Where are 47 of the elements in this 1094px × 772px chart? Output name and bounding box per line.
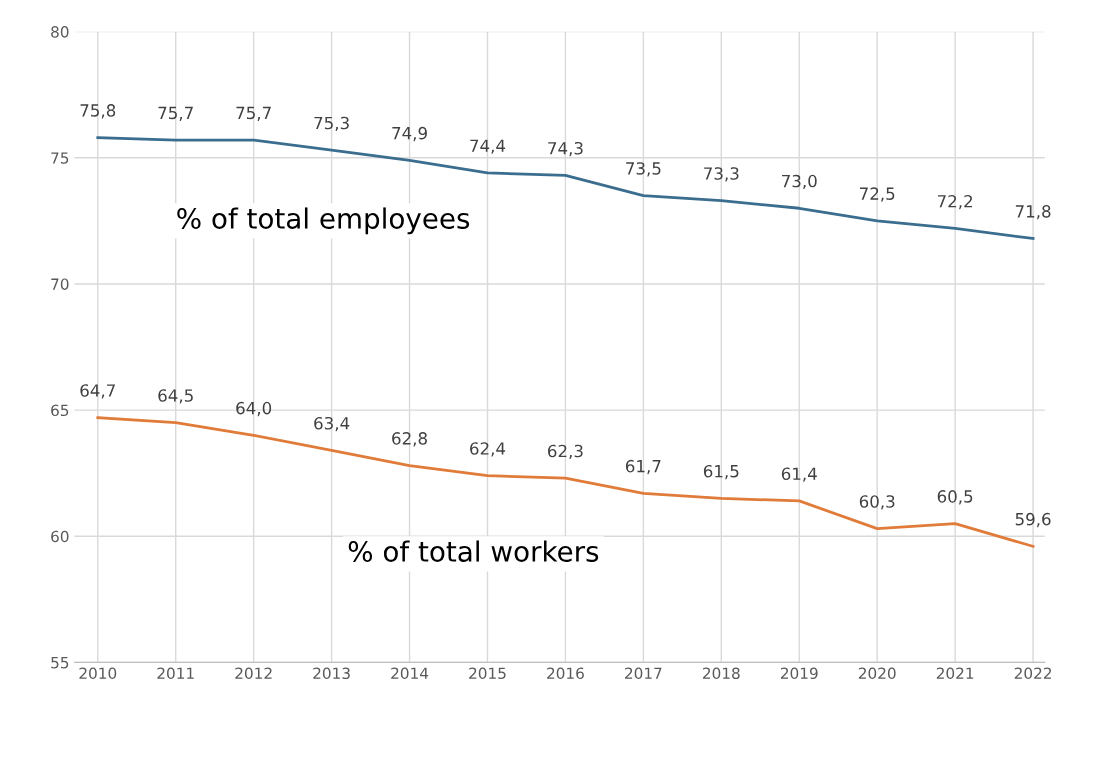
x-tick-label: 2020 (858, 667, 896, 680)
data-label: 75,8 (80, 104, 116, 119)
data-label: 62,8 (392, 432, 427, 447)
x-tick-label: 2016 (547, 667, 584, 680)
data-label: 75,7 (158, 106, 193, 121)
data-label: 74,9 (392, 126, 427, 142)
x-tick-label: 2022 (1014, 667, 1051, 680)
x-tick-label: 2010 (79, 667, 117, 680)
data-label: 73,0 (782, 174, 817, 190)
x-tick-label: 2017 (625, 667, 662, 680)
data-label: 61,4 (781, 467, 817, 482)
data-label: 60,3 (859, 495, 895, 510)
data-label: 75,3 (314, 116, 349, 132)
x-tick-label: 2015 (469, 667, 506, 680)
y-tick-label: 55 (51, 657, 69, 669)
x-tick-label: 2013 (313, 667, 350, 680)
x-tick-label: 2011 (157, 667, 194, 680)
data-label: 62,3 (548, 444, 583, 460)
data-label: 72,2 (937, 194, 973, 210)
data-label: 61,7 (625, 459, 661, 475)
x-tick-label: 2019 (780, 667, 818, 680)
y-tick-label: 70 (51, 278, 69, 290)
y-tick-label: 65 (51, 404, 69, 417)
data-label: 63,4 (314, 416, 350, 432)
x-tick-label: 2012 (235, 667, 272, 680)
y-tick-label: 75 (51, 152, 69, 164)
data-label: 73,5 (626, 162, 661, 177)
data-label: 75,7 (236, 106, 271, 121)
y-tick-label: 80 (51, 26, 69, 38)
x-tick-label: 2014 (391, 667, 429, 680)
y-tick-label: 60 (51, 530, 69, 543)
x-tick-label: 2021 (936, 667, 974, 680)
series-label: % of total workers (348, 540, 599, 562)
data-label: 73,3 (704, 167, 739, 182)
series-label: % of total employees (177, 207, 470, 235)
data-label: 59,6 (1015, 512, 1051, 528)
data-label: 71,8 (1015, 205, 1051, 220)
data-label: 74,3 (548, 141, 583, 157)
data-label: 62,4 (470, 442, 506, 457)
x-tick-label: 2018 (702, 667, 740, 680)
data-label: 64,7 (80, 384, 115, 399)
data-label: 74,4 (470, 139, 506, 154)
data-label: 64,0 (236, 401, 272, 417)
data-label: 60,5 (937, 490, 973, 505)
data-label: 61,5 (703, 464, 739, 480)
data-label: 72,5 (860, 187, 895, 202)
data-label: 64,5 (158, 389, 193, 404)
